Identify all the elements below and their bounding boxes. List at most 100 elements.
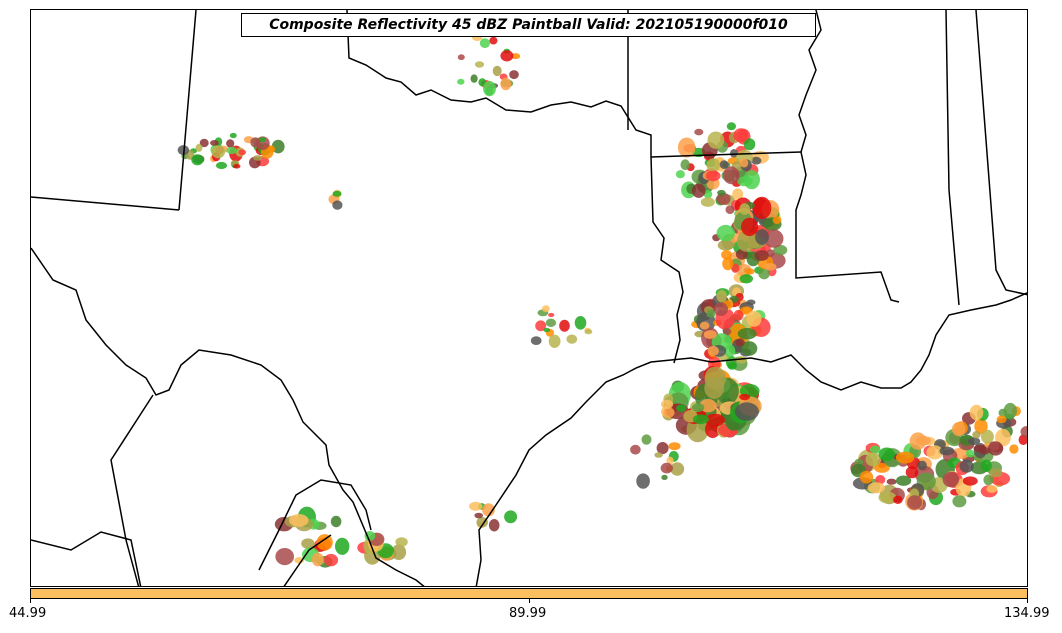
reflectivity-blob bbox=[706, 158, 721, 173]
reflectivity-blob bbox=[716, 192, 731, 205]
oklahoma-texas-red-river bbox=[346, 10, 652, 157]
reflectivity-blob bbox=[395, 537, 408, 547]
reflectivity-blob bbox=[259, 137, 266, 143]
reflectivity-blob bbox=[723, 166, 740, 185]
reflectivity-blob bbox=[739, 393, 750, 401]
reflectivity-blob bbox=[895, 451, 915, 464]
reflectivity-blob bbox=[238, 149, 246, 156]
reflectivity-blob bbox=[854, 458, 864, 466]
reflectivity-blob bbox=[469, 501, 483, 511]
reflectivity-blob bbox=[744, 268, 755, 275]
reflectivity-blob bbox=[500, 50, 514, 62]
reflectivity-blob bbox=[457, 78, 465, 85]
reflectivity-blob bbox=[754, 250, 769, 261]
reflectivity-blob bbox=[474, 61, 485, 68]
reflectivity-blob bbox=[530, 336, 542, 345]
reflectivity-blob bbox=[535, 320, 547, 332]
reflectivity-blob bbox=[926, 445, 943, 460]
reflectivity-blob bbox=[721, 250, 733, 260]
reflectivity-blobs bbox=[177, 32, 1027, 568]
reflectivity-blob bbox=[1003, 402, 1017, 419]
reflectivity-blob bbox=[253, 155, 263, 161]
reflectivity-blob bbox=[700, 197, 715, 207]
reflectivity-blob bbox=[719, 160, 729, 170]
reflectivity-blob bbox=[772, 216, 782, 225]
reflectivity-blob bbox=[959, 459, 974, 473]
reflectivity-blob bbox=[660, 462, 673, 474]
reflectivity-blob bbox=[676, 404, 687, 412]
reflectivity-blob bbox=[311, 552, 324, 567]
reflectivity-blob bbox=[215, 161, 228, 170]
reflectivity-blob bbox=[289, 514, 309, 527]
reflectivity-blob bbox=[726, 122, 737, 131]
reflectivity-blob bbox=[909, 432, 927, 450]
reflectivity-blob bbox=[332, 200, 343, 210]
reflectivity-blob bbox=[574, 316, 587, 330]
reflectivity-blob bbox=[741, 341, 758, 356]
mexico-state-line-1 bbox=[110, 394, 154, 586]
reflectivity-blob bbox=[717, 189, 726, 196]
reflectivity-blob bbox=[704, 377, 725, 399]
reflectivity-blob bbox=[705, 170, 721, 182]
reflectivity-blob bbox=[1018, 434, 1027, 446]
reflectivity-blob bbox=[543, 327, 551, 333]
reflectivity-blob bbox=[630, 444, 641, 455]
reflectivity-blob bbox=[733, 128, 749, 143]
reflectivity-blob bbox=[584, 329, 593, 335]
reflectivity-blob bbox=[893, 495, 903, 504]
reflectivity-blob bbox=[694, 128, 704, 136]
reflectivity-blob bbox=[470, 74, 478, 83]
reflectivity-blob bbox=[739, 274, 753, 284]
reflectivity-blob bbox=[875, 475, 886, 485]
reflectivity-blob bbox=[732, 188, 744, 201]
reflectivity-blob bbox=[705, 413, 725, 427]
reflectivity-blob bbox=[316, 534, 333, 551]
reflectivity-blob bbox=[474, 512, 484, 519]
reflectivity-blob bbox=[692, 403, 705, 413]
mexico-state-line-4 bbox=[283, 534, 332, 586]
reflectivity-blob bbox=[737, 230, 756, 252]
reflectivity-blob bbox=[660, 399, 674, 409]
reflectivity-blob bbox=[391, 544, 407, 560]
reflectivity-blob bbox=[746, 299, 756, 306]
reflectivity-blob bbox=[489, 36, 498, 45]
reflectivity-blob bbox=[476, 517, 489, 528]
reflectivity-blob bbox=[636, 473, 650, 489]
reflectivity-blob bbox=[509, 70, 519, 80]
mississippi-alabama-border bbox=[945, 10, 960, 306]
reflectivity-blob bbox=[869, 445, 881, 454]
reflectivity-blob bbox=[743, 138, 756, 151]
reflectivity-blob bbox=[713, 302, 729, 316]
reflectivity-blob bbox=[703, 330, 717, 339]
reflectivity-blob bbox=[692, 414, 709, 425]
reflectivity-blob bbox=[874, 463, 890, 473]
reflectivity-blob bbox=[641, 434, 652, 445]
reflectivity-blob bbox=[764, 263, 777, 271]
reflectivity-blob bbox=[656, 442, 669, 455]
colorbar-tick-mark-min bbox=[30, 599, 31, 603]
reflectivity-blob bbox=[727, 362, 737, 370]
reflectivity-blob bbox=[229, 132, 237, 139]
reflectivity-blob bbox=[332, 190, 342, 197]
reflectivity-blob bbox=[323, 553, 339, 567]
reflectivity-blob bbox=[255, 136, 270, 150]
reflectivity-blob bbox=[972, 431, 981, 439]
new-mexico-east-border bbox=[178, 10, 197, 211]
map-panel bbox=[30, 9, 1028, 587]
colorbar bbox=[30, 588, 1028, 599]
reflectivity-blob bbox=[980, 459, 992, 472]
reflectivity-blob bbox=[973, 444, 986, 453]
reflectivity-blob bbox=[859, 470, 874, 484]
reflectivity-blob bbox=[703, 190, 713, 199]
reflectivity-blob bbox=[483, 80, 496, 97]
reflectivity-blob bbox=[559, 319, 570, 332]
reflectivity-blob bbox=[974, 418, 988, 435]
reflectivity-blob bbox=[743, 170, 760, 190]
reflectivity-blob bbox=[566, 334, 578, 344]
reflectivity-blob bbox=[733, 309, 744, 321]
colorbar-tick-mark-max bbox=[1027, 599, 1028, 603]
louisiana-ms-border bbox=[795, 151, 900, 303]
reflectivity-blob bbox=[995, 428, 1011, 447]
reflectivity-blob bbox=[511, 53, 521, 60]
reflectivity-blob bbox=[364, 531, 376, 541]
